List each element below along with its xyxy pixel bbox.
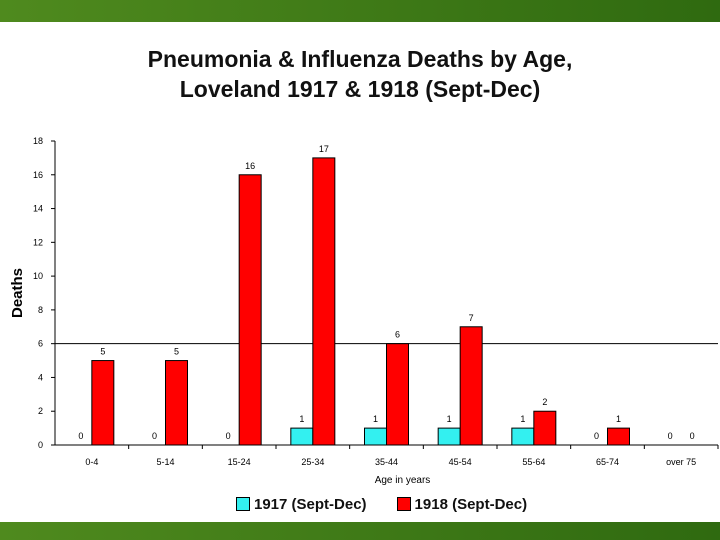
y-tick-label: 10 bbox=[33, 271, 43, 281]
data-label-1917: 1 bbox=[520, 414, 525, 424]
legend-swatch-1918 bbox=[396, 497, 411, 511]
x-tick-label: 5-14 bbox=[156, 457, 174, 467]
y-tick-label: 8 bbox=[38, 305, 43, 315]
x-tick-label: 65-74 bbox=[596, 457, 619, 467]
data-label-1917: 0 bbox=[78, 431, 83, 441]
legend-label-1918: 1918 (Sept-Dec) bbox=[414, 495, 528, 513]
bar-1917 bbox=[511, 427, 535, 446]
data-label-1918: 7 bbox=[469, 313, 474, 323]
x-tick-label: 15-24 bbox=[228, 457, 251, 467]
x-tick-label: over 75 bbox=[666, 457, 696, 467]
legend-item-1918: 1918 (Sept-Dec) bbox=[396, 495, 528, 513]
bar-1918 bbox=[386, 343, 409, 446]
data-label-1918: 5 bbox=[100, 347, 105, 357]
chart-title-line2: Loveland 1917 & 1918 (Sept-Dec) bbox=[179, 76, 541, 102]
bar-1917 bbox=[290, 427, 314, 446]
y-tick-label: 4 bbox=[38, 372, 43, 382]
bar-1917 bbox=[364, 427, 387, 446]
data-label-1918: 16 bbox=[245, 161, 255, 171]
legend-item-1917: 1917 (Sept-Dec) bbox=[236, 496, 367, 513]
chart-legend: 1917 (Sept-Dec) 1918 (Sept-Dec) bbox=[236, 493, 527, 515]
bar-1918 bbox=[91, 360, 115, 446]
y-tick-label: 14 bbox=[33, 204, 43, 214]
data-label-1917: 1 bbox=[373, 414, 378, 424]
data-label-1917: 0 bbox=[152, 431, 157, 441]
bar-1918 bbox=[607, 427, 630, 446]
bar-1918 bbox=[238, 174, 262, 446]
chart-title: Pneumonia & Influenza Deaths by Age, Lov… bbox=[60, 44, 660, 104]
y-axis-title: Deaths bbox=[9, 268, 26, 318]
bar-1918 bbox=[165, 360, 188, 446]
data-label-1918: 17 bbox=[319, 144, 329, 154]
chart-title-line1: Pneumonia & Influenza Deaths by Age, bbox=[147, 46, 573, 72]
bar-1918 bbox=[533, 410, 557, 446]
y-tick-label: 6 bbox=[38, 339, 43, 349]
x-tick-label: 0-4 bbox=[85, 457, 98, 467]
y-tick-label: 2 bbox=[38, 406, 43, 416]
y-tick-label: 18 bbox=[33, 136, 43, 146]
top-banner bbox=[0, 0, 720, 22]
bar-1918 bbox=[312, 157, 336, 446]
y-tick-label: 16 bbox=[33, 170, 43, 180]
data-label-1917: 0 bbox=[226, 431, 231, 441]
bottom-banner bbox=[0, 522, 720, 540]
x-tick-label: 55-64 bbox=[522, 457, 545, 467]
legend-label-1917: 1917 (Sept-Dec) bbox=[254, 495, 367, 513]
y-tick-label: 0 bbox=[38, 440, 43, 450]
data-label-1917: 0 bbox=[668, 431, 673, 441]
x-axis-title: Age in years bbox=[375, 475, 431, 486]
data-label-1918: 5 bbox=[174, 347, 179, 357]
data-label-1918: 1 bbox=[616, 414, 621, 424]
bar-1917 bbox=[437, 427, 461, 446]
x-tick-label: 45-54 bbox=[449, 457, 472, 467]
x-tick-label: 35-44 bbox=[375, 457, 398, 467]
data-label-1918: 6 bbox=[395, 330, 400, 340]
legend-swatch-1917 bbox=[236, 497, 250, 511]
data-label-1917: 1 bbox=[299, 414, 304, 424]
y-tick-label: 12 bbox=[33, 237, 43, 247]
data-label-1918: 2 bbox=[542, 397, 547, 407]
data-label-1917: 1 bbox=[447, 414, 452, 424]
data-label-1918: 0 bbox=[690, 431, 695, 441]
bar-1918 bbox=[459, 326, 483, 446]
data-label-1917: 0 bbox=[594, 431, 599, 441]
x-tick-label: 25-34 bbox=[301, 457, 324, 467]
